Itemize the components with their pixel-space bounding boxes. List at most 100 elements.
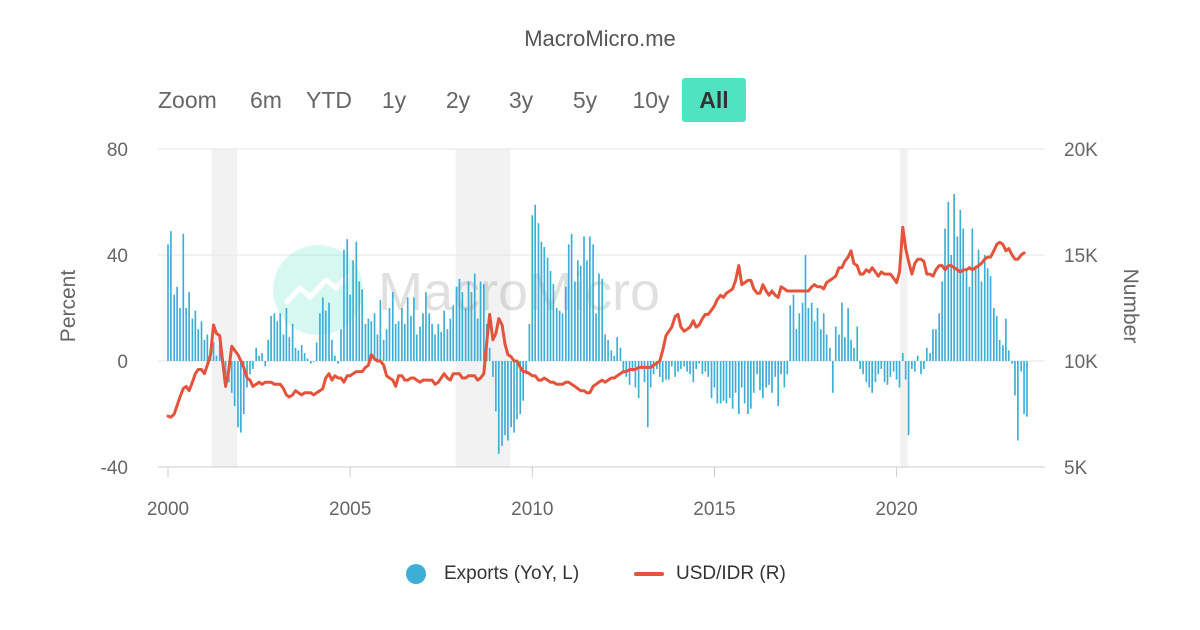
exports-bar bbox=[652, 361, 655, 375]
exports-bar bbox=[804, 255, 807, 361]
legend-item-exports[interactable]: Exports (YoY, L) bbox=[406, 560, 606, 588]
zoom-2y-button[interactable]: 2y bbox=[445, 87, 471, 113]
exports-bar bbox=[464, 308, 467, 361]
exports-bar bbox=[850, 339, 852, 361]
exports-bar bbox=[449, 318, 452, 361]
y-right-tick-label: 5K bbox=[1064, 458, 1088, 479]
exports-bar bbox=[519, 361, 522, 414]
exports-bar bbox=[968, 286, 971, 361]
recession-band-0 bbox=[211, 149, 238, 467]
exports-bar bbox=[510, 361, 512, 428]
exports-bar bbox=[492, 361, 494, 377]
exports-bar bbox=[880, 361, 883, 369]
legend-exports-label: Exports (YoY, L) bbox=[444, 563, 580, 584]
exports-bar bbox=[309, 361, 312, 364]
zoom-5y-button[interactable]: 5y bbox=[572, 87, 598, 113]
exports-bar bbox=[352, 260, 354, 361]
zoom-6m-button[interactable]: 6m bbox=[250, 87, 282, 113]
zoom-all-button[interactable]: All bbox=[682, 78, 746, 122]
exports-bar bbox=[522, 361, 525, 401]
exports-bar bbox=[646, 361, 649, 428]
exports-bar bbox=[276, 321, 279, 361]
exports-bar bbox=[740, 361, 743, 388]
exports-bar bbox=[604, 334, 606, 361]
x-axis: 2000 2005 2010 2015 2020 bbox=[147, 466, 1045, 520]
x-tick-label: 2005 bbox=[329, 499, 371, 520]
exports-bar bbox=[725, 361, 728, 404]
exports-bar bbox=[455, 286, 458, 361]
zoom-ytd-button[interactable]: YTD bbox=[306, 87, 352, 113]
exports-bar bbox=[592, 244, 594, 361]
chart-title: MacroMicro.me bbox=[524, 26, 676, 51]
exports-bar bbox=[932, 329, 934, 361]
exports-bar bbox=[331, 339, 333, 361]
y-left-tick-label: 80 bbox=[107, 140, 128, 161]
watermark-chart-line-icon bbox=[284, 273, 350, 305]
exports-bar bbox=[995, 315, 998, 361]
exports-bar bbox=[561, 313, 564, 361]
exports-bar bbox=[355, 241, 358, 361]
exports-bar bbox=[589, 236, 591, 361]
exports-bar bbox=[838, 334, 840, 361]
exports-bar bbox=[1007, 350, 1010, 361]
exports-bar bbox=[938, 313, 941, 361]
exports-bar bbox=[294, 347, 297, 361]
exports-bar bbox=[203, 339, 206, 361]
exports-bar bbox=[656, 361, 658, 369]
exports-bar bbox=[343, 249, 345, 361]
exports-bar bbox=[716, 361, 719, 404]
exports-bar bbox=[230, 361, 233, 393]
exports-bar bbox=[953, 194, 955, 361]
exports-bar bbox=[458, 278, 461, 361]
watermark-logo-icon bbox=[273, 245, 363, 335]
exports-bar bbox=[947, 202, 950, 361]
exports-bar bbox=[813, 321, 816, 361]
exports-bar bbox=[504, 361, 506, 436]
exports-bar bbox=[1020, 361, 1022, 372]
exports-bar bbox=[349, 294, 351, 361]
exports-bar bbox=[513, 361, 515, 433]
zoom-10y-button[interactable]: 10y bbox=[632, 87, 670, 113]
exports-bar bbox=[819, 329, 822, 361]
x-tick-label: 2000 bbox=[147, 499, 189, 520]
exports-bar bbox=[319, 313, 321, 361]
exports-bar bbox=[613, 355, 616, 361]
exports-bar bbox=[634, 361, 637, 388]
exports-bar bbox=[467, 281, 470, 361]
x-tick-label: 2020 bbox=[875, 499, 917, 520]
exports-bar bbox=[768, 361, 770, 385]
exports-bar bbox=[258, 355, 260, 361]
exports-bar bbox=[379, 300, 382, 361]
legend-item-usdidr[interactable]: USD/IDR (R) bbox=[634, 560, 814, 588]
exports-bar bbox=[324, 310, 327, 361]
exports-bar bbox=[303, 353, 306, 361]
watermark: MacroMicro bbox=[273, 245, 660, 335]
exports-bar bbox=[977, 249, 980, 361]
exports-bar bbox=[191, 318, 194, 361]
exports-bar bbox=[628, 361, 631, 385]
exports-bar bbox=[267, 339, 270, 361]
exports-bar bbox=[944, 228, 946, 361]
exports-bar bbox=[698, 361, 700, 364]
exports-bar bbox=[188, 292, 190, 361]
exports-bar bbox=[567, 244, 570, 361]
exports-bar bbox=[886, 361, 889, 385]
y-right-tick-label: 10K bbox=[1064, 352, 1098, 373]
zoom-3y-button[interactable]: 3y bbox=[508, 87, 534, 113]
legend: Exports (YoY, L) USD/IDR (R) bbox=[0, 560, 1200, 588]
exports-bar bbox=[300, 345, 303, 361]
exports-bar bbox=[315, 342, 318, 361]
zoom-1y-button[interactable]: 1y bbox=[381, 87, 407, 113]
exports-bar bbox=[822, 313, 825, 361]
exports-bar bbox=[701, 361, 704, 375]
exports-bar bbox=[601, 278, 604, 361]
exports-bar bbox=[434, 334, 436, 361]
exports-bar bbox=[419, 326, 421, 361]
exports-bar bbox=[501, 361, 503, 446]
exports-bar bbox=[546, 257, 549, 361]
exports-bar bbox=[661, 361, 664, 383]
exports-bar bbox=[252, 361, 254, 369]
exports-bar bbox=[774, 361, 777, 377]
exports-bar bbox=[437, 323, 440, 361]
exports-bar bbox=[470, 292, 473, 361]
